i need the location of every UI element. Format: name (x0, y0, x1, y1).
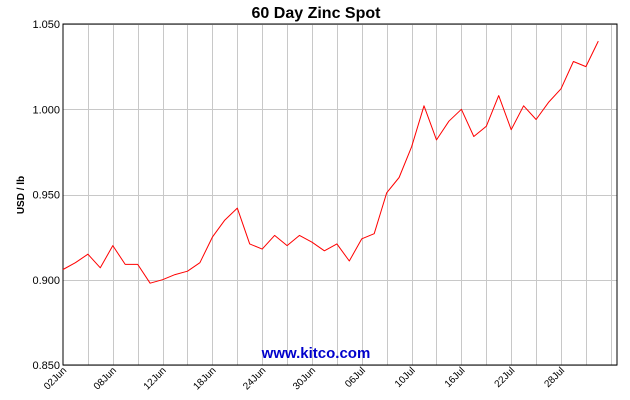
data-point (435, 138, 438, 141)
data-point (335, 242, 338, 245)
data-point (298, 234, 301, 237)
data-point (186, 270, 189, 273)
data-point (248, 242, 251, 245)
data-point (535, 118, 538, 121)
y-axis-label: USD / lb (16, 176, 27, 214)
plot-frame (62, 23, 618, 366)
data-point (99, 266, 102, 269)
data-point (547, 101, 550, 104)
data-point (410, 145, 413, 148)
data-point (423, 104, 426, 107)
y-tick-label: 0.850 (32, 360, 60, 372)
data-point (572, 60, 575, 63)
grid (63, 24, 617, 366)
data-point (261, 248, 264, 251)
data-point (472, 135, 475, 138)
data-point (485, 125, 488, 128)
data-point (560, 87, 563, 90)
data-point (198, 261, 201, 264)
data-point (497, 94, 500, 97)
data-point (136, 263, 139, 266)
data-point (398, 176, 401, 179)
data-point (348, 260, 351, 263)
data-point (74, 261, 77, 264)
data-point (286, 244, 289, 247)
data-point (149, 282, 152, 285)
y-tick-label: 1.050 (32, 19, 60, 31)
y-tick-label: 1.000 (32, 104, 60, 116)
data-point (360, 237, 363, 240)
data-point (124, 263, 127, 266)
data-point (385, 191, 388, 194)
data-point (86, 253, 89, 256)
data-point (62, 268, 65, 271)
data-point (522, 104, 525, 107)
watermark: www.kitco.com (261, 345, 371, 362)
data-point (223, 219, 226, 222)
data-point (174, 273, 177, 276)
series-line-0 (62, 40, 599, 284)
data-point (211, 236, 214, 239)
data-point (373, 232, 376, 235)
data-point (584, 65, 587, 68)
chart-title: 60 Day Zinc Spot (252, 5, 382, 22)
data-point (111, 244, 114, 247)
y-tick-label: 0.900 (32, 275, 60, 287)
data-point (460, 108, 463, 111)
data-point (597, 40, 600, 43)
data-point (236, 207, 239, 210)
y-axis: 0.850 0.900 0.950 1.000 1.050 (32, 19, 60, 372)
data-point (323, 249, 326, 252)
series-group (62, 40, 600, 285)
data-point (273, 234, 276, 237)
data-point (311, 241, 314, 244)
data-point (161, 278, 164, 281)
y-tick-label: 0.950 (32, 190, 60, 202)
data-point (510, 128, 513, 131)
data-point (447, 120, 450, 123)
